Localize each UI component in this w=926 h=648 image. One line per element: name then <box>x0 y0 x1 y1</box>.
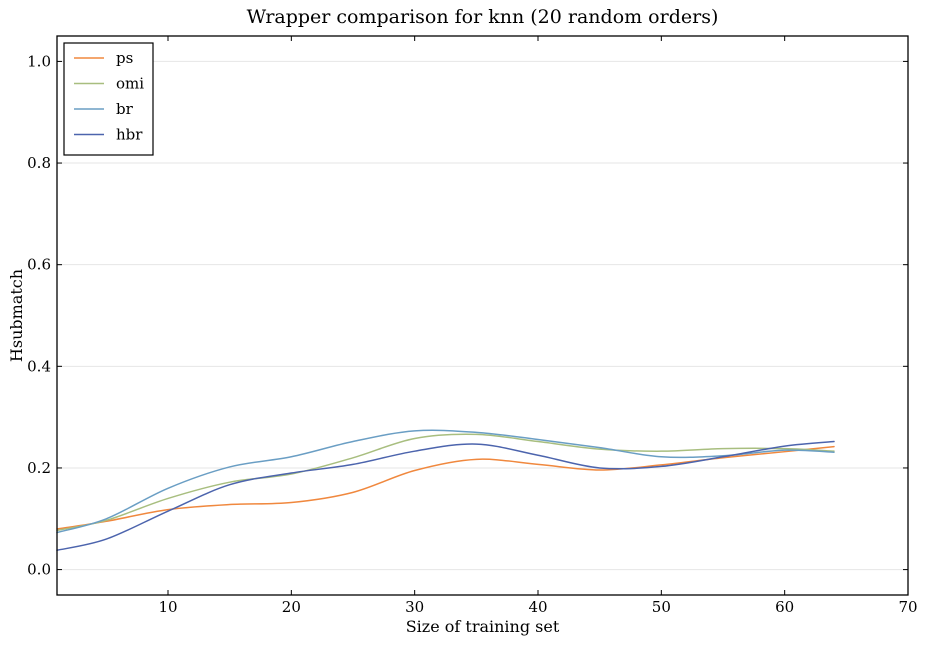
y-tick-label: 0.4 <box>27 357 51 375</box>
series-line-omi <box>56 433 835 532</box>
y-axis-label: Hsubmatch <box>7 269 26 362</box>
x-tick-label: 60 <box>775 598 794 616</box>
legend: ps omi br hbr <box>63 42 154 156</box>
x-axis-label: Size of training set <box>406 617 560 636</box>
x-tick-label: 50 <box>652 598 671 616</box>
series-line-br <box>56 429 835 534</box>
x-tick-label: 40 <box>528 598 547 616</box>
chart-title: Wrapper comparison for knn (20 random or… <box>247 6 719 28</box>
x-tick-label: 70 <box>898 598 917 616</box>
x-tick-label: 10 <box>158 598 177 616</box>
legend-label-ps: ps <box>116 49 133 67</box>
y-tick-label: 0.2 <box>27 459 51 477</box>
y-tick-label: 0.6 <box>27 256 51 274</box>
legend-label-hbr: hbr <box>116 126 143 144</box>
series-line-hbr <box>56 440 835 552</box>
legend-label-omi: omi <box>116 75 144 93</box>
legend-label-br: br <box>116 100 134 118</box>
series-lines <box>56 429 835 552</box>
y-tick-label: 0.0 <box>27 561 51 579</box>
y-tick-label: 1.0 <box>27 52 51 70</box>
axis-ticks: 10 20 30 40 50 60 70 0.0 0.2 0.4 0.6 0.8 1.0 <box>27 36 918 616</box>
x-tick-label: 30 <box>405 598 424 616</box>
plot-frame <box>56 35 909 596</box>
x-tick-label: 20 <box>282 598 301 616</box>
gridlines <box>57 60 908 571</box>
legend-box <box>63 42 154 156</box>
y-tick-label: 0.8 <box>27 154 51 172</box>
series-line-ps <box>56 445 835 530</box>
